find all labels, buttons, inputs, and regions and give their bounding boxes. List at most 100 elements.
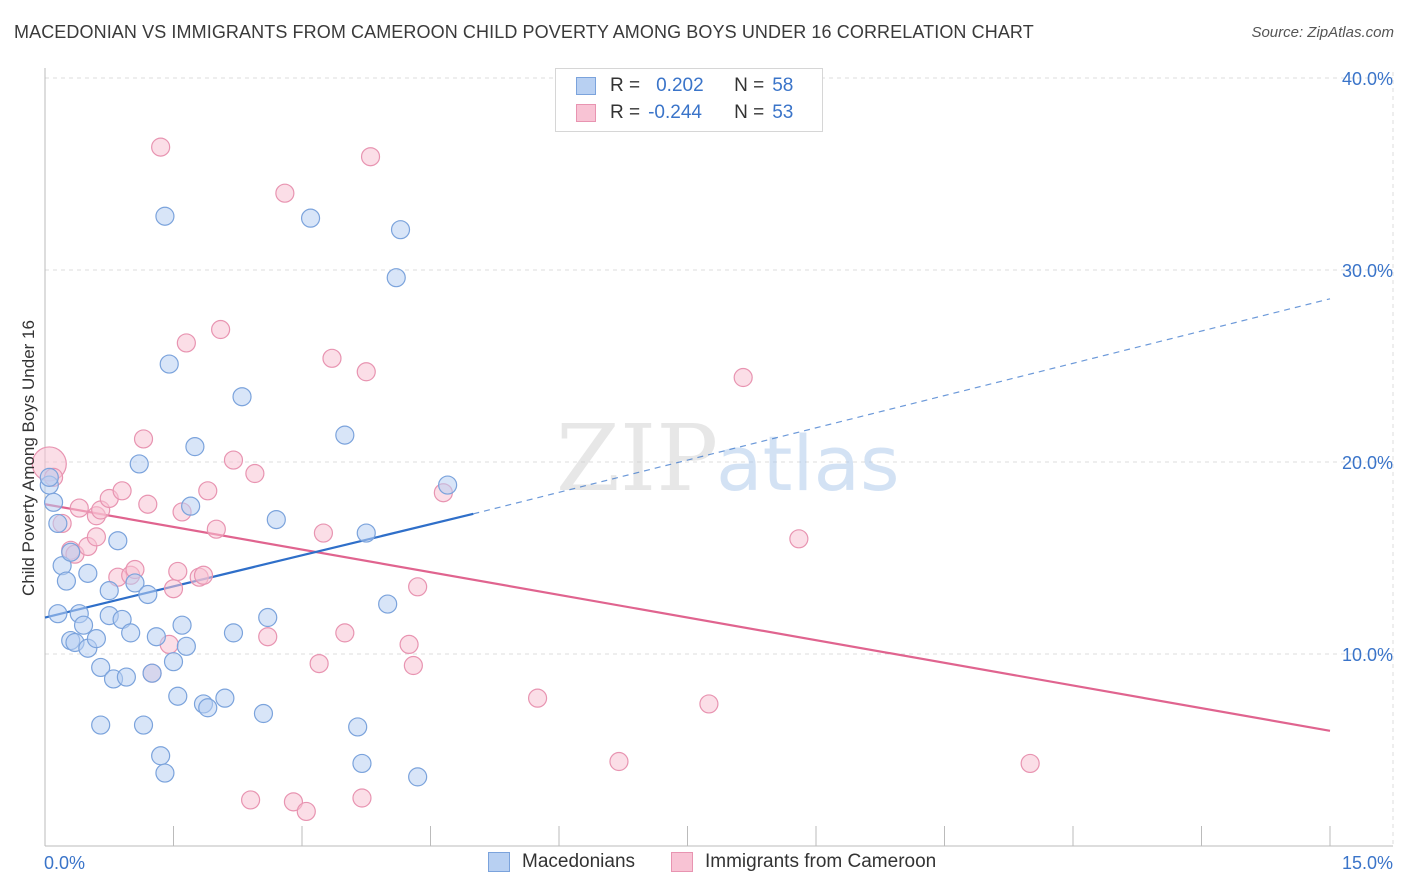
data-point-cameroon: [245, 463, 265, 484]
data-point-macedonians: [142, 663, 162, 683]
data-point-cameroon: [206, 519, 226, 539]
data-point-macedonians: [378, 594, 398, 614]
data-point-macedonians: [91, 657, 111, 678]
data-point-macedonians: [390, 220, 411, 240]
data-point-cameroon: [138, 494, 158, 514]
data-point-macedonians: [116, 667, 136, 687]
data-point-cameroon: [168, 561, 188, 582]
legend-r-label: R =: [610, 102, 641, 123]
data-point-macedonians: [99, 581, 119, 601]
data-point-cameroon: [211, 319, 231, 340]
data-point-cameroon: [69, 498, 89, 518]
data-point-macedonians: [348, 717, 368, 737]
data-point-cameroon: [275, 183, 295, 203]
watermark-atlas: atlas: [716, 419, 900, 508]
legend-swatch-pink: [671, 852, 693, 872]
data-point-macedonians: [215, 688, 235, 708]
y-tick-label: 20.0%: [1342, 453, 1393, 473]
data-point-macedonians: [352, 753, 372, 774]
legend-r-value: 0.202: [656, 75, 704, 96]
data-point-macedonians: [146, 627, 166, 647]
tick-labels: 10.0% 20.0% 30.0% 40.0% 0.0% 15.0%: [44, 69, 1393, 873]
data-point-macedonians: [198, 698, 218, 718]
data-point-cameroon: [335, 623, 355, 643]
data-point-macedonians: [48, 604, 68, 624]
data-point-cameroon: [352, 788, 372, 808]
x-tick-label: 15.0%: [1342, 853, 1393, 873]
data-point-cameroon: [193, 565, 214, 585]
grid-lines: [45, 72, 1394, 846]
y-tick-label: 40.0%: [1342, 69, 1393, 89]
data-point-cameroon: [112, 481, 132, 501]
data-point-macedonians: [223, 623, 244, 643]
data-point-macedonians: [253, 703, 274, 724]
data-point-cameroon: [609, 751, 629, 772]
data-point-macedonians: [168, 686, 188, 706]
source-label: Source: ZipAtlas.com: [1251, 24, 1394, 41]
legend-item-cameroon[interactable]: Immigrants from Cameroon: [671, 851, 936, 873]
data-point-cameroon: [322, 348, 342, 368]
data-point-macedonians: [48, 513, 68, 534]
watermark-zip: ZIP: [556, 405, 718, 512]
x-tick-label: 0.0%: [44, 853, 85, 873]
data-point-macedonians: [151, 746, 171, 766]
legend-label: Immigrants from Cameroon: [705, 851, 937, 872]
data-point-cameroon: [223, 450, 244, 470]
chart-title: MACEDONIAN VS IMMIGRANTS FROM CAMEROON C…: [14, 22, 1034, 42]
data-point-macedonians: [163, 652, 184, 672]
legend-row-macedonians: R = 0.202 N = 58: [576, 73, 793, 99]
data-point-macedonians: [108, 531, 128, 551]
data-point-macedonians: [185, 437, 205, 457]
data-point-cameroon: [309, 653, 329, 674]
data-point-cameroon: [313, 523, 334, 543]
data-point-macedonians: [78, 563, 98, 583]
legend-swatch-blue: [488, 852, 510, 872]
data-point-cameroon: [151, 137, 171, 157]
data-point-cameroon: [176, 333, 196, 353]
trend-lines: [44, 298, 1331, 732]
data-points: [31, 137, 1040, 822]
data-point-macedonians: [386, 268, 406, 288]
data-point-macedonians: [56, 571, 77, 591]
legend-item-macedonians[interactable]: Macedonians: [488, 851, 635, 873]
data-point-macedonians: [125, 573, 145, 593]
data-point-macedonians: [138, 584, 158, 605]
data-point-macedonians: [356, 523, 376, 543]
data-point-cameroon: [296, 801, 316, 822]
legend-row-cameroon: R = -0.244 N = 53: [576, 100, 793, 126]
data-point-cameroon: [408, 577, 428, 597]
data-point-cameroon: [1020, 753, 1040, 774]
legend-r-value: -0.244: [648, 102, 702, 123]
trend-line-cameroon: [44, 503, 1331, 732]
data-point-macedonians: [86, 629, 107, 649]
legend-n-label: N =: [734, 102, 765, 123]
data-point-macedonians: [61, 542, 81, 562]
legend-r-label: R =: [610, 75, 641, 96]
data-point-cameroon: [283, 792, 304, 812]
data-point-macedonians: [266, 509, 286, 530]
data-point-macedonians: [172, 615, 192, 635]
data-point-cameroon: [399, 634, 419, 655]
data-point-macedonians: [91, 715, 111, 735]
series-legend: Macedonians Immigrants from Cameroon: [0, 851, 1406, 879]
data-point-macedonians: [335, 425, 355, 445]
data-point-cameroon: [789, 529, 809, 549]
data-point-cameroon: [356, 362, 376, 382]
data-point-macedonians: [181, 496, 201, 516]
legend-n-label: N =: [734, 75, 765, 96]
data-point-macedonians: [258, 607, 278, 628]
stats-legend: R = 0.202 N = 58 R = -0.244 N = 53: [555, 68, 823, 132]
y-tick-label: 30.0%: [1342, 261, 1393, 281]
trend-line-macedonians-extension: [473, 298, 1331, 515]
y-axis-label: Child Poverty Among Boys Under 16: [19, 320, 38, 596]
data-point-cameroon: [198, 481, 218, 501]
data-point-cameroon: [86, 527, 107, 547]
y-tick-label: 10.0%: [1342, 645, 1393, 665]
data-point-cameroon: [403, 655, 423, 676]
data-point-macedonians: [112, 609, 132, 630]
data-point-macedonians: [155, 763, 175, 783]
data-point-macedonians: [408, 767, 428, 787]
data-point-cameroon: [527, 688, 548, 708]
data-point-macedonians: [133, 715, 154, 735]
